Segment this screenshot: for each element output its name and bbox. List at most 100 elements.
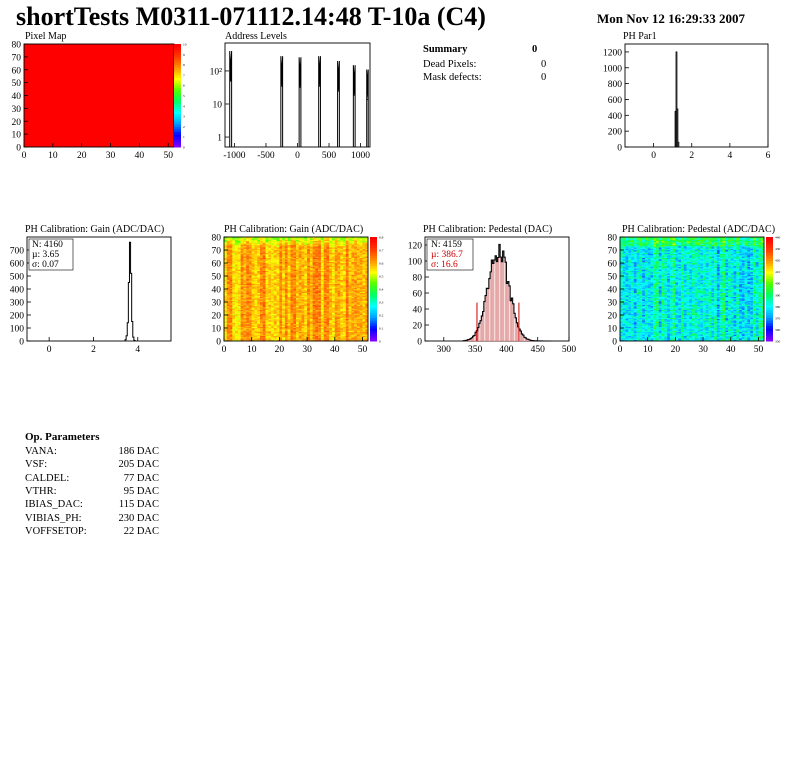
heatmap-cell xyxy=(628,291,632,294)
heatmap-cell xyxy=(268,295,272,297)
heatmap-cell xyxy=(334,339,338,342)
heatmap-cell xyxy=(229,243,233,245)
heatmap-cell xyxy=(633,303,637,305)
heatmap-cell xyxy=(243,237,247,239)
heatmap-cell xyxy=(229,244,233,247)
heatmap-cell xyxy=(323,296,327,299)
heatmap-cell xyxy=(293,326,297,329)
heatmap-cell xyxy=(298,256,302,258)
heatmap-cell xyxy=(262,281,266,283)
heatmap-cell xyxy=(362,300,366,303)
heatmap-cell xyxy=(248,282,252,284)
heatmap-cell xyxy=(628,279,632,282)
heatmap-cell xyxy=(262,251,266,253)
heatmap-cell xyxy=(271,273,274,275)
heatmap-cell xyxy=(229,311,233,313)
heatmap-cell xyxy=(631,311,634,313)
heatmap-cell xyxy=(631,264,634,266)
heatmap-cell xyxy=(282,266,286,269)
heatmap-cell xyxy=(248,296,252,299)
heatmap-cell xyxy=(301,251,305,253)
heatmap-cell xyxy=(356,321,360,323)
heatmap-cell xyxy=(243,304,247,307)
heatmap-cell xyxy=(226,295,230,297)
heatmap-cell xyxy=(356,265,360,268)
heatmap-cell xyxy=(309,299,313,301)
heatmap-cell xyxy=(307,256,310,258)
heatmap-cell xyxy=(345,279,349,282)
pedestal-bin xyxy=(489,271,492,342)
heatmap-cell xyxy=(276,243,280,245)
heatmap-cell xyxy=(282,250,286,252)
heatmap-cell xyxy=(276,272,280,274)
heatmap-cell xyxy=(337,322,341,325)
heatmap-cell xyxy=(268,292,272,295)
heatmap-cell xyxy=(362,244,366,247)
heatmap-cell xyxy=(315,315,319,317)
heatmap-cell xyxy=(243,326,247,329)
heatmap-cell xyxy=(296,278,299,281)
heatmap-cell xyxy=(628,320,632,322)
heatmap-cell xyxy=(273,272,277,274)
par1-bin xyxy=(675,51,678,148)
heatmap-cell xyxy=(240,272,244,274)
heatmap-cell xyxy=(301,282,305,284)
heatmap-cell xyxy=(307,303,310,305)
heatmap-cell xyxy=(332,300,335,303)
heatmap-cell xyxy=(622,292,626,295)
heatmap-cell xyxy=(276,330,280,333)
heatmap-cell xyxy=(243,266,247,269)
heatmap-cell xyxy=(625,290,629,292)
heatmap-cell xyxy=(620,274,623,277)
heatmap-cell xyxy=(631,261,634,264)
heatmap-cell xyxy=(271,252,274,255)
heatmap-cell xyxy=(237,278,241,281)
pedestal-bin xyxy=(499,256,502,342)
heatmap-cell xyxy=(345,313,349,316)
heatmap-cell xyxy=(265,243,269,245)
heatmap-cell xyxy=(365,304,369,307)
heatmap-cell xyxy=(273,276,277,278)
heatmap-cell xyxy=(340,257,344,260)
heatmap-cell xyxy=(243,312,247,314)
heatmap-cell xyxy=(251,294,255,296)
heatmap-cell xyxy=(237,287,241,290)
heatmap-cell xyxy=(332,263,335,265)
heatmap-cell xyxy=(633,269,637,271)
heatmap-cell xyxy=(622,273,626,275)
heatmap-cell xyxy=(309,331,313,334)
heatmap-cell xyxy=(633,253,637,256)
heatmap-cell xyxy=(354,237,358,239)
heatmap-cell xyxy=(235,329,238,331)
heatmap-cell xyxy=(340,255,344,257)
heatmap-cell xyxy=(226,239,230,242)
heatmap-cell xyxy=(268,318,272,321)
heatmap-cell xyxy=(251,252,255,255)
heatmap-cell xyxy=(240,268,244,270)
heatmap-cell xyxy=(354,247,358,249)
heatmap-cell xyxy=(340,278,344,281)
heatmap-cell xyxy=(298,239,302,242)
y-tick-label: 30 xyxy=(212,299,222,309)
heatmap-cell xyxy=(254,246,258,248)
heatmap-cell xyxy=(246,329,250,331)
heatmap-cell xyxy=(345,320,349,322)
heatmap-cell xyxy=(268,251,272,253)
heatmap-cell xyxy=(354,294,358,296)
heatmap-cell xyxy=(232,316,236,318)
heatmap-cell xyxy=(284,292,288,295)
heatmap-cell xyxy=(287,266,291,269)
colorbar-label: 9 xyxy=(183,53,185,57)
heatmap-cell xyxy=(625,338,629,340)
heatmap-cell xyxy=(633,304,637,307)
heatmap-cell xyxy=(251,273,255,275)
heatmap-cell xyxy=(345,337,349,339)
heatmap-cell xyxy=(290,305,294,308)
heatmap-cell xyxy=(309,316,313,318)
heatmap-cell xyxy=(284,268,288,270)
heatmap-cell xyxy=(224,317,227,320)
heatmap-cell xyxy=(232,334,236,336)
heatmap-cell xyxy=(332,298,335,300)
heatmap-cell xyxy=(232,292,236,295)
heatmap-cell xyxy=(326,292,330,295)
